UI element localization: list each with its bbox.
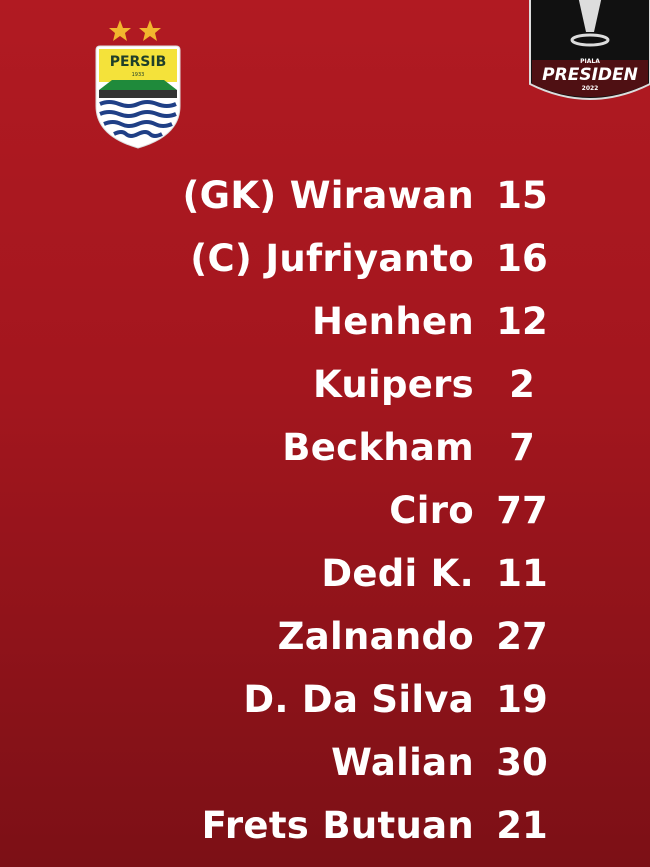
player-name: Beckham (282, 426, 474, 469)
player-name: Zalnando (277, 615, 474, 658)
player-name: Kuipers (313, 363, 474, 406)
player-row: (C) Jufriyanto 16 (0, 233, 650, 296)
player-row: Beckham 7 (0, 422, 650, 485)
player-number: 16 (496, 237, 548, 280)
player-number: 11 (496, 552, 548, 595)
player-number: 27 (496, 615, 548, 658)
player-name: Frets Butuan (201, 804, 474, 847)
lineup-list: (GK) Wirawan 15 (C) Jufriyanto 16 Henhen 12 Ku… (0, 170, 650, 863)
player-number: 30 (496, 741, 548, 784)
player-row: Frets Butuan 21 (0, 800, 650, 863)
svg-text:PERSIB: PERSIB (110, 54, 167, 70)
player-name: (C) Jufriyanto (190, 237, 474, 280)
player-row: Kuipers 2 (0, 359, 650, 422)
player-row: Zalnando 27 (0, 611, 650, 674)
player-number: 7 (509, 426, 535, 469)
player-number: 2 (509, 363, 535, 406)
player-number: 15 (496, 174, 548, 217)
player-row: Henhen 12 (0, 296, 650, 359)
player-row: D. Da Silva 19 (0, 674, 650, 737)
player-number: 19 (496, 678, 548, 721)
player-name: Ciro (389, 489, 474, 532)
persib-crest-logo: PERSIB 1933 (95, 20, 181, 149)
player-row: (GK) Wirawan 15 (0, 170, 650, 233)
player-number: 77 (496, 489, 548, 532)
player-row: Dedi K. 11 (0, 548, 650, 611)
player-name: Henhen (312, 300, 474, 343)
player-name: Dedi K. (321, 552, 474, 595)
player-row: Ciro 77 (0, 485, 650, 548)
player-name: D. Da Silva (243, 678, 474, 721)
svg-text:PRESIDEN: PRESIDEN (542, 65, 638, 85)
player-row: Walian 30 (0, 737, 650, 800)
player-number: 12 (496, 300, 548, 343)
svg-text:1933: 1933 (132, 72, 145, 78)
player-name: Walian (331, 741, 474, 784)
player-number: 21 (496, 804, 548, 847)
piala-presiden-logo: PIALA PRESIDEN 2022 (529, 0, 650, 100)
player-name: (GK) Wirawan (182, 174, 474, 217)
svg-text:PIALA: PIALA (580, 58, 600, 65)
svg-text:2022: 2022 (582, 85, 599, 92)
